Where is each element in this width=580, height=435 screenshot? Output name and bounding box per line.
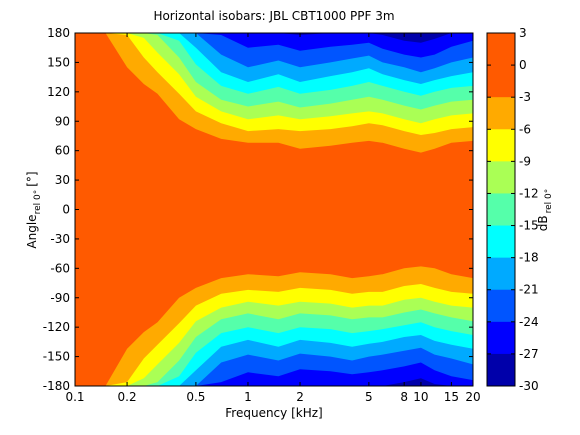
colorbar-ticks: 3 0 -3 -6 -9 -12 -15 -18 -21 -24 -27 -30 <box>487 26 539 393</box>
x-tick-label: 1 <box>244 390 252 404</box>
colorbar-band <box>487 289 515 323</box>
isobar-region-lower <box>75 378 473 386</box>
y-tick-label: 120 <box>47 85 70 99</box>
isobar-region-lower <box>75 362 473 386</box>
colorbar-tick-label: -27 <box>519 347 539 361</box>
colorbar-tick-label: 3 <box>519 26 527 40</box>
colorbar-band <box>487 129 515 162</box>
chart-title: Horizontal isobars: JBL CBT1000 PPF 3m <box>153 9 394 23</box>
y-tick-label: -60 <box>50 261 70 275</box>
colorbar-band <box>487 161 515 194</box>
colorbar-tick-label: -6 <box>519 122 531 136</box>
colorbar-tick-label: -18 <box>519 251 539 265</box>
y-tick-label: 90 <box>55 114 70 128</box>
x-tick-label: 5 <box>365 390 373 404</box>
isobar-region-upper <box>75 33 473 43</box>
y-tick-label: 150 <box>47 55 70 69</box>
y-tick-label: -180 <box>43 379 70 393</box>
y-tick-label: -120 <box>43 320 70 334</box>
colorbar-band <box>487 193 515 227</box>
colorbar-band <box>487 257 515 291</box>
x-tick-label: 15 <box>444 390 459 404</box>
colorbar-band <box>487 321 515 355</box>
x-tick-label: 0.5 <box>186 390 205 404</box>
isobar-region-upper <box>75 33 473 58</box>
svg-text:Anglerel 0°[°]: Anglerel 0° [°] <box>25 171 43 248</box>
x-axis-label: Frequency [kHz] <box>225 406 322 420</box>
y-axis-label-sub: rel 0° <box>33 190 43 215</box>
x-tick-label: 8 <box>400 390 408 404</box>
colorbar-tick-label: -30 <box>519 379 539 393</box>
colorbar-label-main: dB <box>536 215 550 231</box>
isobar-bands <box>75 33 473 386</box>
colorbar-band <box>487 97 515 130</box>
y-tick-label: -150 <box>43 350 70 364</box>
y-tick-label: 180 <box>47 26 70 40</box>
plot-area <box>75 33 473 386</box>
y-axis-label-unit: [°] <box>25 171 39 186</box>
y-axis-label-main: Angle <box>25 214 39 248</box>
colorbar-tick-label: -21 <box>519 283 539 297</box>
y-tick-label: 60 <box>55 144 70 158</box>
colorbar-tick-label: -24 <box>519 315 539 329</box>
x-tick-label: 20 <box>465 390 480 404</box>
colorbar-band <box>487 353 515 387</box>
colorbar-tick-label: -15 <box>519 219 539 233</box>
colorbar-tick-label: -12 <box>519 186 539 200</box>
colorbar-frame <box>486 32 516 387</box>
colorbar-label: dBrel 0° <box>536 189 554 232</box>
colorbar-band <box>487 33 515 66</box>
colorbar-tick-label: -3 <box>519 90 531 104</box>
x-tick-label: 0.1 <box>65 390 84 404</box>
x-axis-ticks: 0.1 0.2 0.5 1 2 5 8 10 15 20 <box>65 33 481 404</box>
y-tick-label: -90 <box>50 291 70 305</box>
y-tick-label: 0 <box>62 203 70 217</box>
y-tick-label: -30 <box>50 232 70 246</box>
y-axis-label: Anglerel 0° [°] <box>25 171 43 248</box>
y-tick-label: 30 <box>55 173 70 187</box>
colorbar-band <box>487 225 515 259</box>
colorbar <box>487 33 515 387</box>
x-tick-label: 0.2 <box>118 390 137 404</box>
colorbar-tick-label: -9 <box>519 154 531 168</box>
colorbar-band <box>487 65 515 98</box>
colorbar-tick-label: 0 <box>519 58 527 72</box>
y-axis-ticks: 180 150 120 90 60 30 0 -30 -60 -90 -120 -150 -180 <box>43 26 473 393</box>
x-tick-label: 10 <box>413 390 428 404</box>
x-tick-label: 2 <box>296 390 304 404</box>
colorbar-label-sub: rel 0° <box>544 189 554 214</box>
svg-text:dBrel 0°: dBrel 0° <box>536 189 554 232</box>
